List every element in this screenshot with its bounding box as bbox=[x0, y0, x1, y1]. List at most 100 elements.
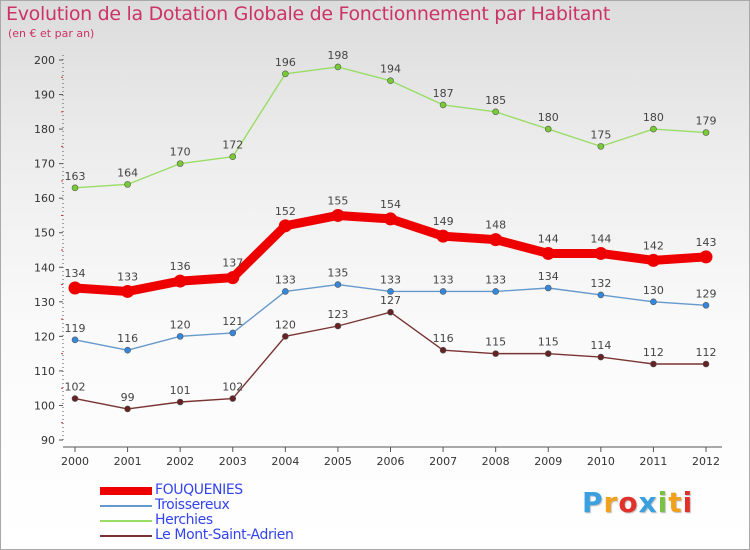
x-tick-label: 2012 bbox=[692, 455, 720, 468]
data-label: 175 bbox=[590, 128, 611, 141]
data-label: 136 bbox=[170, 260, 191, 273]
data-label: 179 bbox=[696, 115, 717, 128]
y-tick-label: 130 bbox=[34, 296, 55, 309]
data-label: 170 bbox=[170, 146, 191, 159]
data-point bbox=[439, 346, 447, 354]
data-label: 120 bbox=[170, 318, 191, 331]
y-tick-label: 90 bbox=[41, 434, 55, 447]
data-label: 149 bbox=[433, 215, 454, 228]
logo-letter: i bbox=[657, 486, 669, 519]
data-point bbox=[387, 288, 394, 295]
y-tick-label: 150 bbox=[34, 227, 55, 240]
logo-letter: t bbox=[668, 486, 683, 519]
data-label: 121 bbox=[222, 315, 243, 328]
data-point bbox=[282, 288, 289, 295]
data-point bbox=[334, 63, 342, 71]
data-point bbox=[544, 350, 552, 357]
y-tick-label: 100 bbox=[34, 399, 55, 412]
data-point bbox=[597, 353, 605, 361]
data-point bbox=[173, 274, 187, 288]
data-label: 116 bbox=[117, 332, 138, 345]
data-label: 155 bbox=[327, 194, 348, 207]
y-tick-label: 120 bbox=[34, 330, 55, 343]
proxiti-logo: Proxiti bbox=[582, 486, 693, 519]
data-point bbox=[176, 160, 184, 167]
data-point bbox=[436, 229, 450, 243]
data-point bbox=[278, 219, 292, 233]
data-label: 115 bbox=[538, 336, 559, 349]
data-label: 142 bbox=[643, 239, 664, 252]
x-tick-label: 2008 bbox=[482, 455, 510, 468]
x-tick-label: 2006 bbox=[377, 455, 405, 468]
data-label: 132 bbox=[590, 277, 611, 290]
data-point bbox=[492, 108, 499, 116]
data-point bbox=[124, 181, 131, 188]
x-tick-label: 2009 bbox=[534, 455, 562, 468]
data-label: 119 bbox=[65, 322, 86, 335]
y-tick-label: 160 bbox=[34, 192, 55, 205]
data-point bbox=[334, 322, 342, 330]
data-label: 133 bbox=[485, 273, 506, 286]
data-point bbox=[544, 284, 552, 292]
x-tick-label: 2007 bbox=[429, 455, 457, 468]
x-tick-label: 2002 bbox=[166, 455, 194, 468]
data-label: 112 bbox=[643, 346, 664, 359]
data-point bbox=[702, 129, 710, 136]
data-point bbox=[492, 350, 499, 357]
data-point bbox=[387, 308, 394, 316]
data-label: 185 bbox=[485, 94, 506, 107]
y-tick-label: 170 bbox=[34, 158, 55, 171]
data-point bbox=[124, 405, 131, 413]
data-point bbox=[489, 233, 503, 247]
data-label: 135 bbox=[327, 267, 348, 280]
data-label: 127 bbox=[380, 294, 401, 307]
data-label: 130 bbox=[643, 284, 664, 297]
data-label: 194 bbox=[380, 63, 401, 76]
data-label: 144 bbox=[538, 232, 559, 245]
chart-subtitle: (en € et par an) bbox=[8, 27, 95, 40]
logo-letter: r bbox=[603, 486, 619, 519]
data-point bbox=[650, 125, 657, 133]
data-label: 163 bbox=[65, 170, 86, 183]
data-point bbox=[597, 291, 605, 299]
data-point bbox=[226, 271, 240, 285]
x-tick-label: 2005 bbox=[324, 455, 352, 468]
legend-swatch bbox=[100, 486, 152, 495]
data-label: 148 bbox=[485, 219, 506, 232]
data-point bbox=[331, 208, 345, 222]
legend-label: Troissereux bbox=[155, 497, 230, 513]
data-point bbox=[597, 143, 605, 150]
data-label: 102 bbox=[222, 381, 243, 394]
data-label: 196 bbox=[275, 56, 296, 69]
data-label: 187 bbox=[433, 87, 454, 100]
data-label: 172 bbox=[222, 139, 243, 152]
data-point bbox=[68, 281, 82, 295]
data-point bbox=[229, 329, 237, 337]
data-point bbox=[229, 153, 237, 161]
series-line-herchies bbox=[74, 66, 707, 189]
logo-letter: x bbox=[638, 486, 658, 519]
data-point bbox=[229, 395, 237, 402]
data-point bbox=[71, 395, 79, 402]
data-label: 99 bbox=[121, 391, 135, 404]
logo-letter: i bbox=[682, 486, 694, 519]
x-tick-label: 2010 bbox=[587, 455, 615, 468]
data-label: 114 bbox=[590, 339, 611, 352]
data-point bbox=[492, 288, 499, 295]
logo-letter: o bbox=[618, 486, 639, 519]
data-point bbox=[650, 298, 657, 306]
data-label: 115 bbox=[485, 336, 506, 349]
data-label: 129 bbox=[696, 287, 717, 300]
data-point bbox=[121, 284, 135, 298]
data-point bbox=[334, 281, 342, 288]
data-label: 180 bbox=[643, 111, 664, 124]
data-point bbox=[124, 346, 131, 354]
data-label: 198 bbox=[327, 49, 348, 62]
data-label: 180 bbox=[538, 111, 559, 124]
data-point bbox=[176, 398, 184, 406]
data-label: 152 bbox=[275, 205, 296, 218]
data-point bbox=[176, 333, 184, 340]
data-point bbox=[646, 253, 660, 267]
data-label: 101 bbox=[170, 384, 191, 397]
